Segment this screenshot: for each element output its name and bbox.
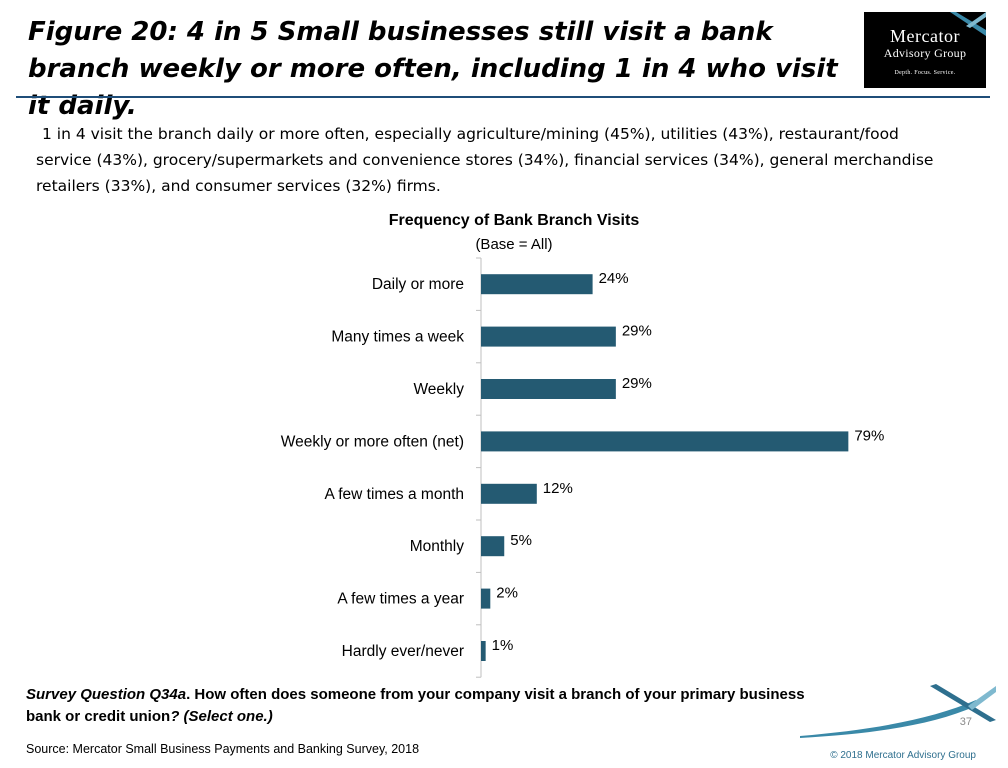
mercator-logo: Mercator Advisory Group Depth. Focus. Se… (864, 12, 986, 88)
category-label: Weekly or more often (net) (281, 433, 464, 450)
intro-text: 1 in 4 visit the branch daily or more of… (36, 121, 936, 199)
question-text: . How often does someone from your compa… (26, 686, 805, 725)
question-id: Survey Question Q34a (26, 686, 187, 703)
question-select: ? (Select one.) (170, 708, 273, 725)
bar (481, 588, 491, 609)
slide-title: Figure 20: 4 in 5 Small businesses still… (28, 17, 838, 121)
bar (481, 431, 849, 452)
intro-body: 1 in 4 visit the branch daily or more of… (36, 125, 934, 195)
data-label: 29% (622, 375, 652, 392)
logo-tagline: Depth. Focus. Service. (894, 70, 956, 76)
bar (481, 274, 593, 295)
data-label: 79% (854, 427, 884, 444)
copyright: © 2018 Mercator Advisory Group (830, 750, 976, 761)
logo-line1: Mercator (890, 26, 960, 46)
chart-subtitle: (Base = All) (475, 236, 553, 253)
data-label: 29% (622, 323, 652, 340)
footer-swoosh-icon (800, 684, 996, 738)
chart-title: Frequency of Bank Branch Visits (388, 212, 640, 229)
category-label: Monthly (410, 538, 465, 555)
category-label: Hardly ever/never (342, 643, 464, 660)
bar (481, 326, 616, 347)
category-label: Many times a week (331, 329, 464, 346)
category-label: Weekly (413, 381, 464, 398)
bar (481, 641, 486, 661)
source-note: Source: Mercator Small Business Payments… (26, 742, 420, 756)
category-label: A few times a month (324, 486, 464, 503)
title-rule (16, 96, 990, 98)
data-label: 24% (599, 270, 629, 287)
data-label: 2% (496, 585, 518, 602)
category-label: Daily or more (372, 276, 464, 293)
bar (481, 536, 505, 557)
survey-question: Survey Question Q34a. How often does som… (26, 684, 826, 728)
data-label: 1% (492, 637, 514, 654)
category-label: A few times a year (337, 591, 464, 608)
logo-swoosh-icon (950, 12, 986, 36)
page-number: 37 (959, 716, 972, 728)
data-label: 5% (510, 532, 532, 549)
logo-line2: Advisory Group (883, 46, 967, 60)
data-label: 12% (543, 480, 573, 497)
bar (481, 483, 537, 504)
bar (481, 379, 616, 399)
